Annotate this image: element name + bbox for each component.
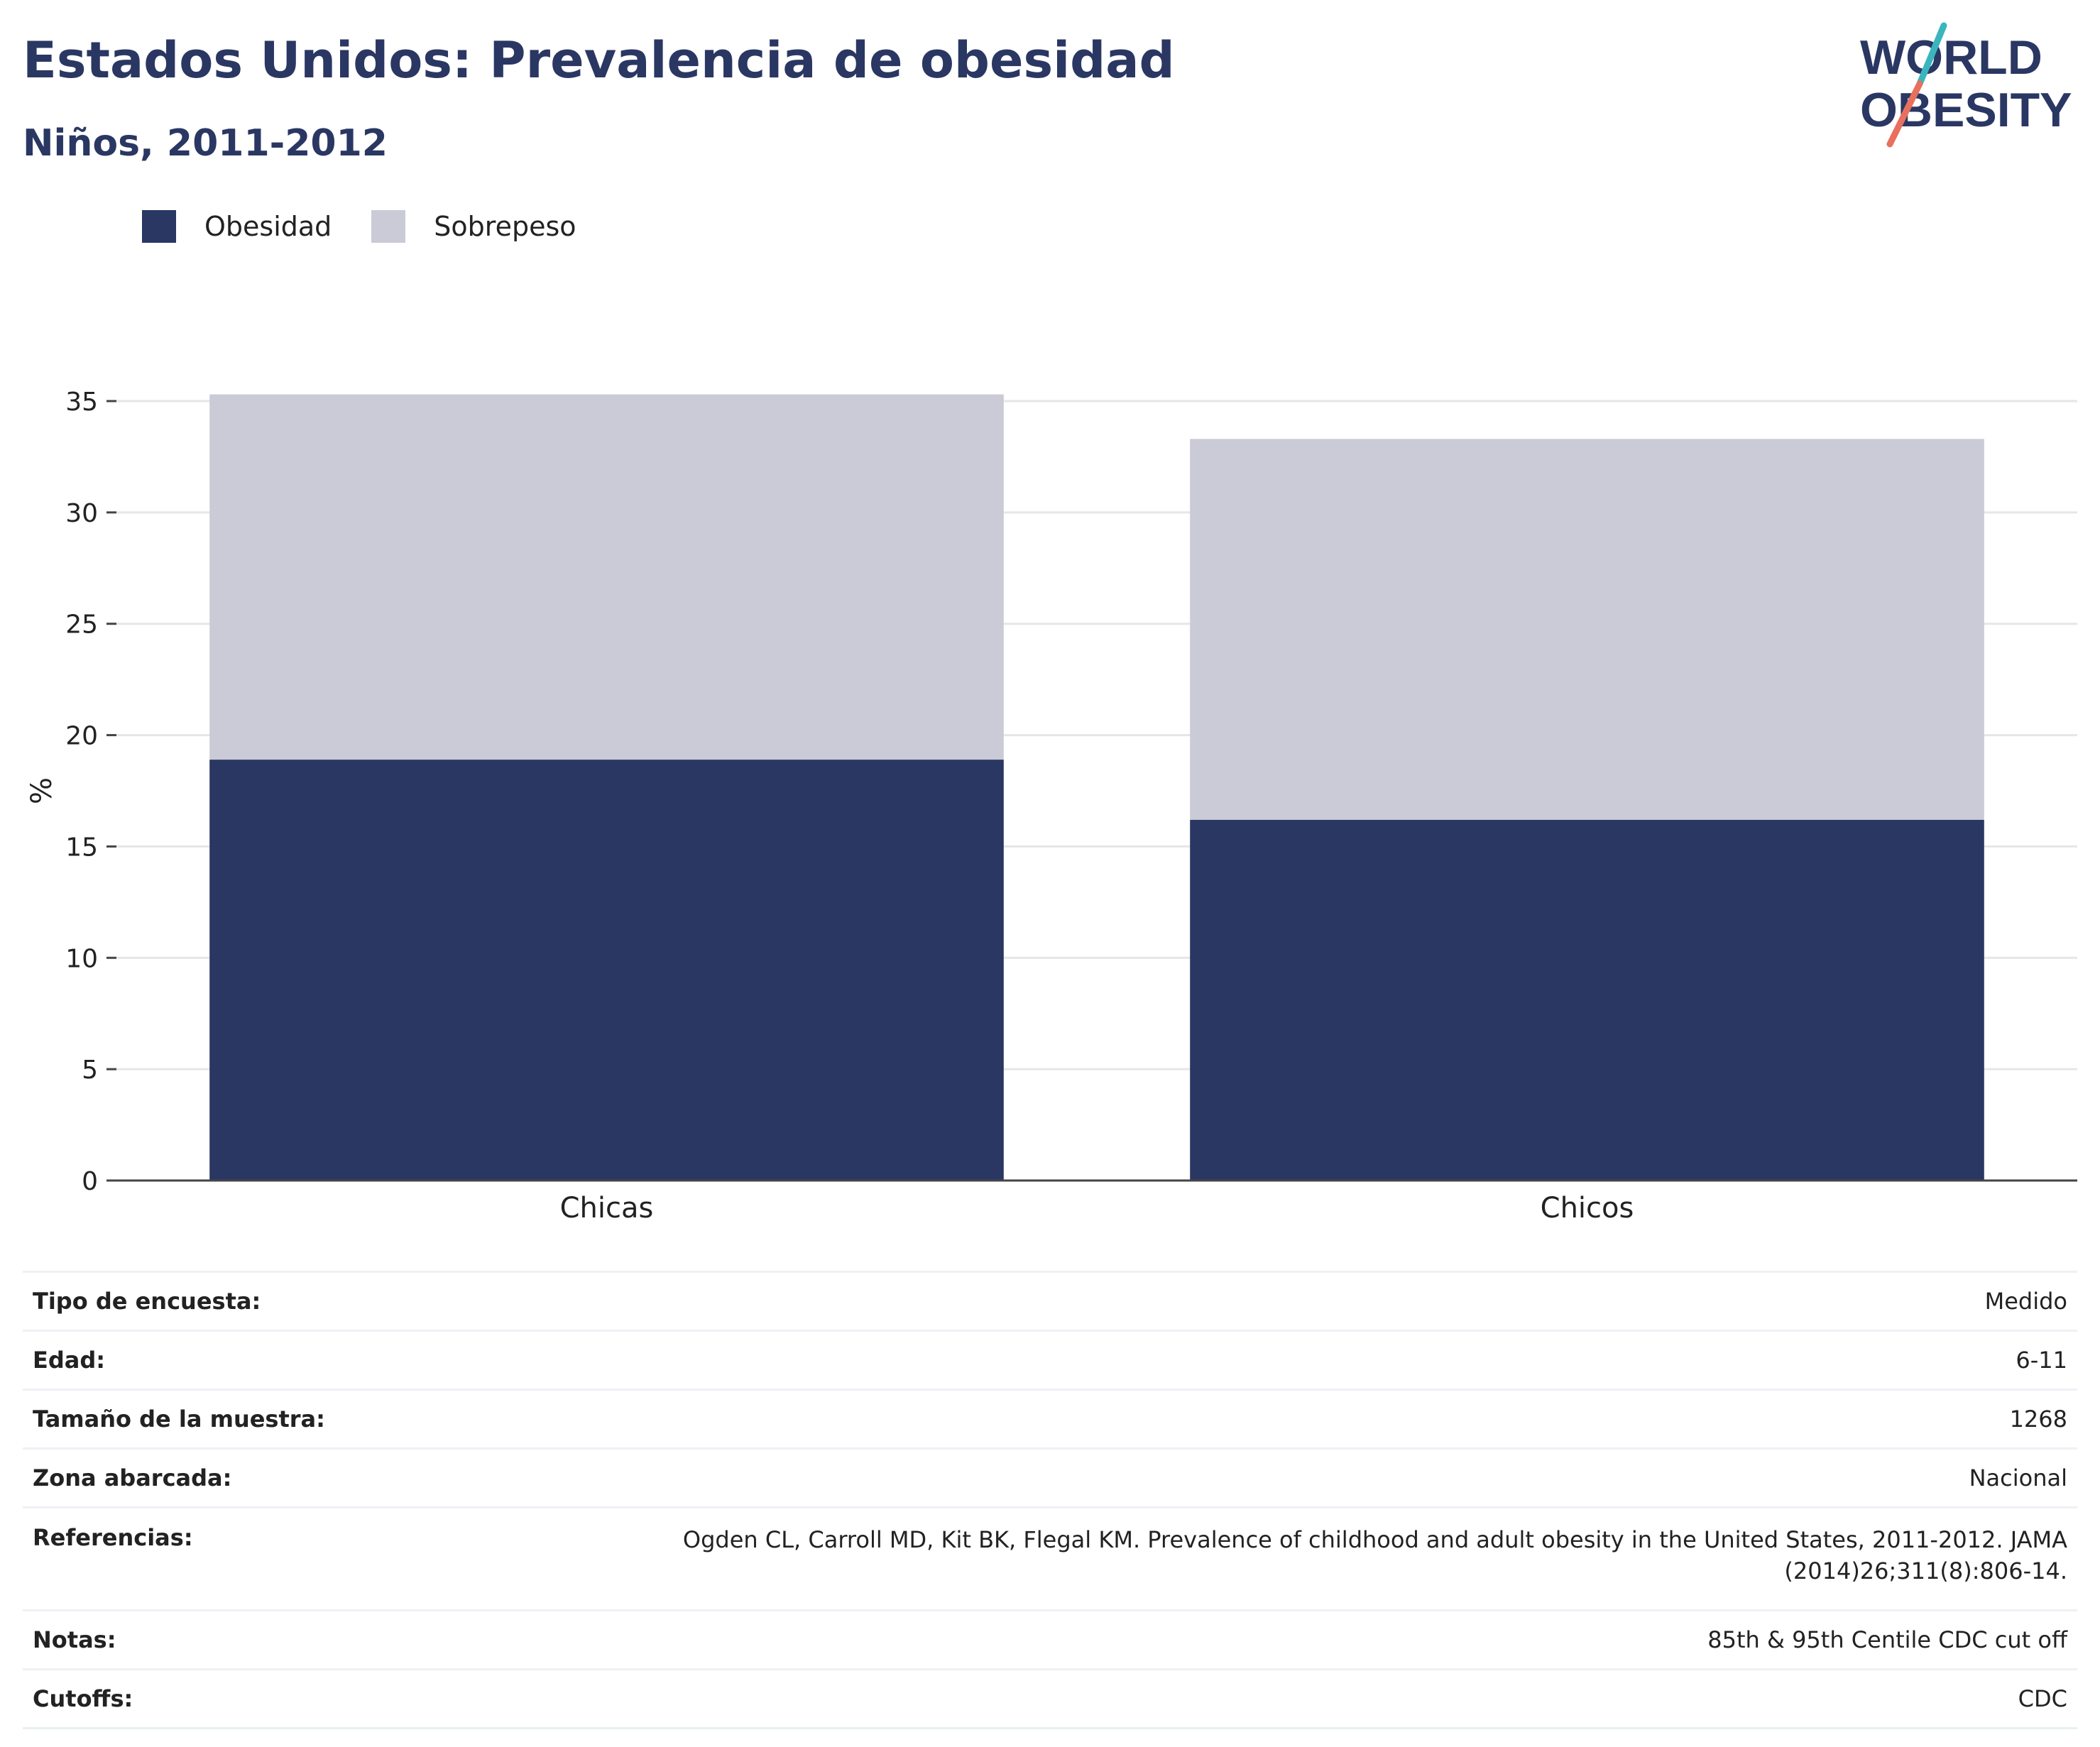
legend-item-obesidad[interactable]: Obesidad [142,210,332,243]
chart-legend: Obesidad Sobrepeso [142,210,616,243]
legend-swatch-sobrepeso [371,210,406,243]
info-key: Tamaño de la muestra: [33,1406,325,1433]
info-value: CDC [2018,1685,2067,1712]
info-row: Tipo de encuesta: Medido [23,1271,2077,1331]
stacked-bar-chart: 0 5 10 15 20 25 30 35% Chicas Chicos [26,388,2077,1225]
info-value: Medido [1984,1288,2067,1315]
legend-label-obesidad: Obesidad [204,211,332,242]
info-key: Referencias: [33,1524,193,1551]
bar-obesidad-chicos[interactable] [1190,819,1984,1181]
bar-sobrepeso-chicas[interactable] [209,394,1004,760]
info-key: Cutoffs: [33,1685,133,1712]
x-tick-label: Chicos [1541,1192,1634,1225]
info-value: Nacional [1969,1464,2067,1491]
info-value: 1268 [2009,1406,2067,1433]
info-row: Tamaño de la muestra: 1268 [23,1389,2077,1449]
info-key: Zona abarcada: [33,1464,232,1491]
y-tick-label: 20 [65,722,98,751]
y-axis-label: % [26,777,58,804]
y-tick-label: 0 [82,1167,98,1196]
world-obesity-logo: WORLD OBESITY [1860,22,2072,148]
info-value: Ogden CL, Carroll MD, Kit BK, Flegal KM.… [682,1526,2067,1584]
legend-swatch-obesidad [142,210,176,243]
info-value: 6-11 [2016,1347,2067,1374]
y-tick-label: 10 [65,944,98,973]
info-key: Edad: [33,1347,106,1374]
y-tick-label: 30 [65,499,98,528]
y-tick-label: 35 [65,388,98,417]
info-row: Zona abarcada: Nacional [23,1448,2077,1508]
info-value: 85th & 95th Centile CDC cut off [1707,1626,2067,1653]
info-row: Notas: 85th & 95th Centile CDC cut off [23,1610,2077,1670]
legend-item-sobrepeso[interactable]: Sobrepeso [371,210,576,243]
info-key: Tipo de encuesta: [33,1288,261,1315]
info-row: Edad: 6-11 [23,1330,2077,1390]
y-tick-label: 15 [65,833,98,862]
chart-subtitle: Niños, 2011-2012 [23,122,388,165]
survey-info-table: Tipo de encuesta: Medido Edad: 6-11 Tamaño d… [23,1271,2077,1729]
x-tick-label: Chicas [560,1192,654,1225]
info-row: Referencias: Ogden CL, Carroll MD, Kit BK… [23,1507,2077,1611]
bar-sobrepeso-chicos[interactable] [1190,439,1984,820]
logo-slash-coral [1886,80,1923,148]
info-row: Cutoffs: CDC [23,1669,2077,1729]
legend-label-sobrepeso: Sobrepeso [434,211,576,242]
y-tick-label: 5 [82,1056,98,1085]
logo-slash-teal [1916,22,1947,87]
info-key: Notas: [33,1626,116,1653]
bar-obesidad-chicas[interactable] [209,760,1004,1181]
chart-title: Estados Unidos: Prevalencia de obesidad [23,31,1175,89]
y-tick-label: 25 [65,610,98,640]
logo-line1: WORLD [1860,31,2042,84]
